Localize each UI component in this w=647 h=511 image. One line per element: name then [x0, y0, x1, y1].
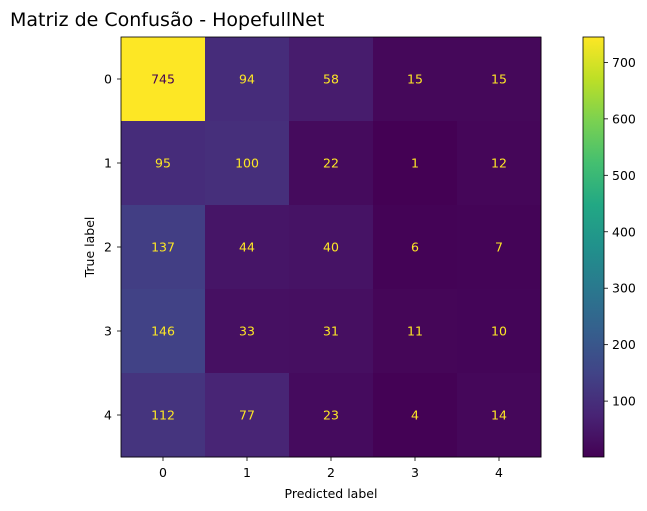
heatmap-cell-1-0	[121, 121, 206, 206]
heatmap-cell-4-4	[457, 373, 542, 458]
cell-value-label-4-2: 23	[323, 408, 339, 423]
cell-value-label-4-0: 112	[151, 408, 175, 423]
heatmap-cell-3-3	[373, 289, 458, 374]
cell-value-label-4-3: 4	[411, 408, 419, 423]
colorbar-tick-label-300: 300	[612, 281, 636, 296]
colorbar-tick-label-600: 600	[612, 111, 636, 126]
cell-value-label-3-0: 146	[151, 324, 175, 339]
cell-value-label-2-4: 7	[495, 240, 503, 255]
cell-value-label-1-1: 100	[235, 156, 259, 171]
heatmap-cell-3-0	[121, 289, 206, 374]
cell-value-label-0-0: 745	[151, 72, 175, 87]
y-tick-label-4: 4	[104, 408, 112, 423]
heatmap-cell-0-0	[121, 37, 206, 122]
colorbar-tick-label-700: 700	[612, 55, 636, 70]
cell-value-label-2-2: 40	[323, 240, 339, 255]
colorbar-tick-label-200: 200	[612, 337, 636, 352]
heatmap-cell-1-3	[373, 121, 458, 206]
heatmap-cell-2-3	[373, 205, 458, 290]
cell-value-label-1-0: 95	[155, 156, 171, 171]
cell-value-label-3-1: 33	[239, 324, 255, 339]
cell-value-label-0-2: 58	[323, 72, 339, 87]
heatmap-cell-1-1	[205, 121, 290, 206]
cell-value-label-3-3: 11	[407, 324, 423, 339]
x-tick-label-2: 2	[327, 465, 335, 480]
colorbar-ticks: 100 200 300 400 500 600 700	[604, 55, 636, 409]
heatmap-cell-3-1	[205, 289, 290, 374]
x-tick-label-3: 3	[411, 465, 419, 480]
colorbar	[582, 36, 605, 458]
cell-value-label-0-3: 15	[407, 72, 423, 87]
heatmap-cell-0-4	[457, 37, 542, 122]
heatmap-cell-1-2	[289, 121, 374, 206]
y-axis-label: True label	[82, 217, 97, 279]
colorbar-tick-label-500: 500	[612, 168, 636, 183]
y-tick-label-0: 0	[104, 72, 112, 87]
x-tick-label-4: 4	[495, 465, 503, 480]
cell-value-label-3-2: 31	[323, 324, 339, 339]
cell-value-label-3-4: 10	[491, 324, 507, 339]
x-tick-label-0: 0	[159, 465, 167, 480]
heatmap-cell-4-2	[289, 373, 374, 458]
x-axis-label: Predicted label	[285, 486, 378, 501]
heatmap-cell-4-1	[205, 373, 290, 458]
heatmap-cell-0-1	[205, 37, 290, 122]
heatmap-cell-2-4	[457, 205, 542, 290]
chart-title: Matriz de Confusão - HopefullNet	[10, 9, 324, 31]
x-tick-label-1: 1	[243, 465, 251, 480]
cell-value-label-0-1: 94	[239, 72, 255, 87]
cell-value-label-2-3: 6	[411, 240, 419, 255]
x-axis-ticks: 0 1 2 3 4	[159, 457, 503, 480]
heatmap-cell-2-2	[289, 205, 374, 290]
cell-value-label-2-0: 137	[151, 240, 175, 255]
heatmap-cell-0-3	[373, 37, 458, 122]
heatmap-cell-4-0	[121, 373, 206, 458]
heatmap-cell-4-3	[373, 373, 458, 458]
heatmap-cell-3-4	[457, 289, 542, 374]
cell-value-label-1-2: 22	[323, 156, 339, 171]
y-tick-label-3: 3	[104, 324, 112, 339]
colorbar-tick-label-100: 100	[612, 394, 636, 409]
y-tick-label-1: 1	[104, 156, 112, 171]
y-axis-ticks: 0 1 2 3 4	[104, 72, 121, 423]
y-tick-label-2: 2	[104, 240, 112, 255]
heatmap-cell-2-0	[121, 205, 206, 290]
cell-value-label-2-1: 44	[239, 240, 255, 255]
heatmap-cell-2-1	[205, 205, 290, 290]
heatmap-cell-1-4	[457, 121, 542, 206]
heatmap-cell-3-2	[289, 289, 374, 374]
colorbar-tick-label-400: 400	[612, 224, 636, 239]
cell-value-label-1-3: 1	[411, 156, 419, 171]
cell-value-label-0-4: 15	[491, 72, 507, 87]
cell-value-label-1-4: 12	[491, 156, 507, 171]
heatmap-cell-0-2	[289, 37, 374, 122]
cell-value-label-4-4: 14	[491, 408, 507, 423]
cell-value-label-4-1: 77	[239, 408, 255, 423]
